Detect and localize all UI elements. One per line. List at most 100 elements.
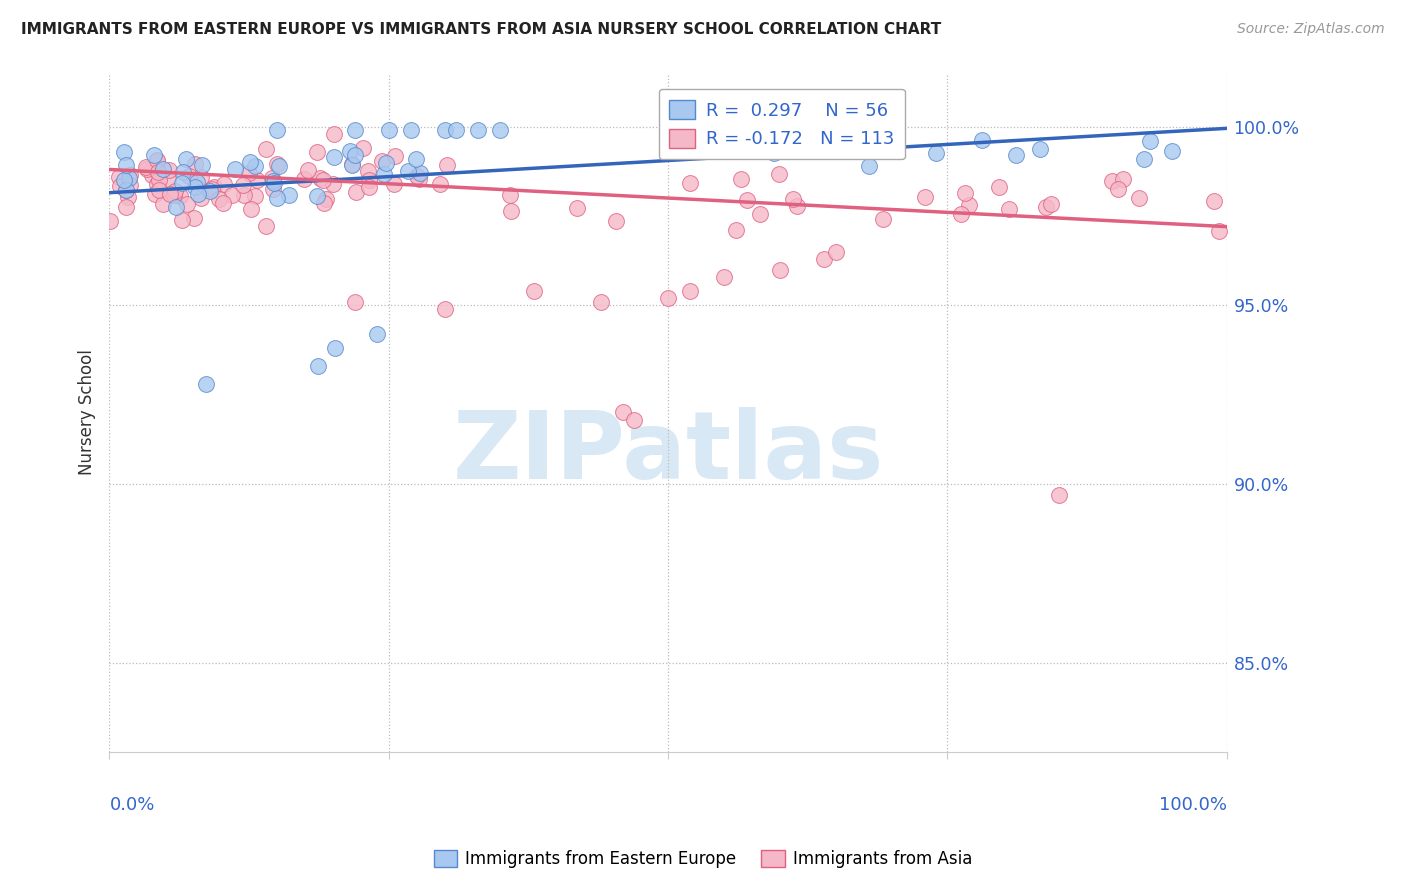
Text: ZIPatlas: ZIPatlas bbox=[453, 407, 884, 500]
Point bbox=[1039, 196, 1062, 211]
Point bbox=[399, 123, 422, 137]
Point bbox=[176, 197, 198, 211]
Point bbox=[142, 147, 165, 161]
Point bbox=[342, 157, 364, 171]
Point bbox=[713, 269, 735, 284]
Point bbox=[212, 196, 235, 211]
Point bbox=[366, 326, 388, 341]
Point bbox=[221, 188, 243, 202]
Point bbox=[239, 155, 262, 169]
Point bbox=[117, 190, 139, 204]
Point bbox=[195, 376, 218, 391]
Point bbox=[108, 169, 131, 184]
Point bbox=[183, 211, 205, 226]
Point bbox=[115, 200, 138, 214]
Point bbox=[352, 141, 374, 155]
Point bbox=[1047, 488, 1070, 502]
Point bbox=[373, 167, 395, 181]
Point bbox=[179, 169, 201, 183]
Point bbox=[998, 202, 1021, 216]
Point bbox=[245, 173, 267, 187]
Point bbox=[148, 172, 170, 186]
Point bbox=[957, 197, 980, 211]
Point bbox=[408, 172, 430, 186]
Point bbox=[1208, 224, 1230, 238]
Point bbox=[433, 301, 456, 316]
Point bbox=[762, 146, 785, 161]
Point bbox=[374, 156, 396, 170]
Point bbox=[1004, 147, 1026, 161]
Point bbox=[433, 123, 456, 137]
Point bbox=[1139, 135, 1161, 149]
Point bbox=[136, 161, 159, 176]
Point bbox=[120, 169, 142, 183]
Point bbox=[429, 178, 451, 192]
Point bbox=[232, 178, 254, 192]
Point bbox=[141, 168, 163, 182]
Text: 0.0%: 0.0% bbox=[110, 796, 155, 814]
Point bbox=[725, 223, 748, 237]
Point bbox=[406, 169, 429, 184]
Point bbox=[146, 153, 169, 168]
Point bbox=[170, 213, 193, 227]
Point bbox=[340, 158, 363, 172]
Point bbox=[377, 123, 399, 137]
Point bbox=[344, 123, 367, 137]
Text: IMMIGRANTS FROM EASTERN EUROPE VS IMMIGRANTS FROM ASIA NURSERY SCHOOL CORRELATIO: IMMIGRANTS FROM EASTERN EUROPE VS IMMIGR… bbox=[21, 22, 942, 37]
Point bbox=[322, 150, 344, 164]
Point bbox=[266, 191, 288, 205]
Point bbox=[135, 160, 157, 174]
Point bbox=[357, 164, 380, 178]
Point bbox=[198, 184, 221, 198]
Point bbox=[924, 145, 946, 160]
Point bbox=[384, 149, 406, 163]
Point bbox=[382, 178, 405, 192]
Point bbox=[768, 167, 790, 181]
Point bbox=[263, 176, 285, 190]
Point bbox=[245, 159, 267, 173]
Point bbox=[325, 341, 347, 355]
Point bbox=[914, 190, 936, 204]
Point bbox=[1101, 174, 1123, 188]
Point bbox=[142, 161, 165, 175]
Point bbox=[623, 412, 645, 426]
Point bbox=[949, 207, 972, 221]
Point bbox=[858, 159, 880, 173]
Point bbox=[186, 175, 208, 189]
Point bbox=[872, 212, 894, 227]
Point bbox=[146, 165, 169, 179]
Point bbox=[190, 169, 212, 184]
Point bbox=[292, 171, 315, 186]
Point bbox=[824, 244, 846, 259]
Point bbox=[305, 189, 328, 203]
Point bbox=[782, 192, 804, 206]
Point bbox=[523, 284, 546, 298]
Point bbox=[186, 186, 208, 201]
Point bbox=[297, 162, 319, 177]
Point bbox=[323, 127, 346, 141]
Point bbox=[467, 123, 489, 137]
Point bbox=[955, 186, 977, 200]
Point bbox=[1128, 191, 1150, 205]
Point bbox=[436, 158, 458, 172]
Point bbox=[312, 172, 335, 186]
Point bbox=[254, 219, 277, 233]
Point bbox=[152, 162, 174, 177]
Point bbox=[214, 177, 236, 191]
Point bbox=[359, 173, 381, 187]
Point bbox=[262, 182, 284, 196]
Point bbox=[163, 184, 186, 198]
Point bbox=[254, 142, 277, 156]
Point bbox=[262, 174, 284, 188]
Point bbox=[371, 153, 394, 168]
Point bbox=[735, 193, 758, 207]
Point bbox=[152, 196, 174, 211]
Point bbox=[970, 133, 993, 147]
Point bbox=[769, 262, 792, 277]
Point bbox=[143, 187, 166, 202]
Point bbox=[499, 203, 522, 218]
Point bbox=[207, 193, 229, 207]
Point bbox=[191, 158, 214, 172]
Point bbox=[405, 152, 427, 166]
Point bbox=[148, 183, 170, 197]
